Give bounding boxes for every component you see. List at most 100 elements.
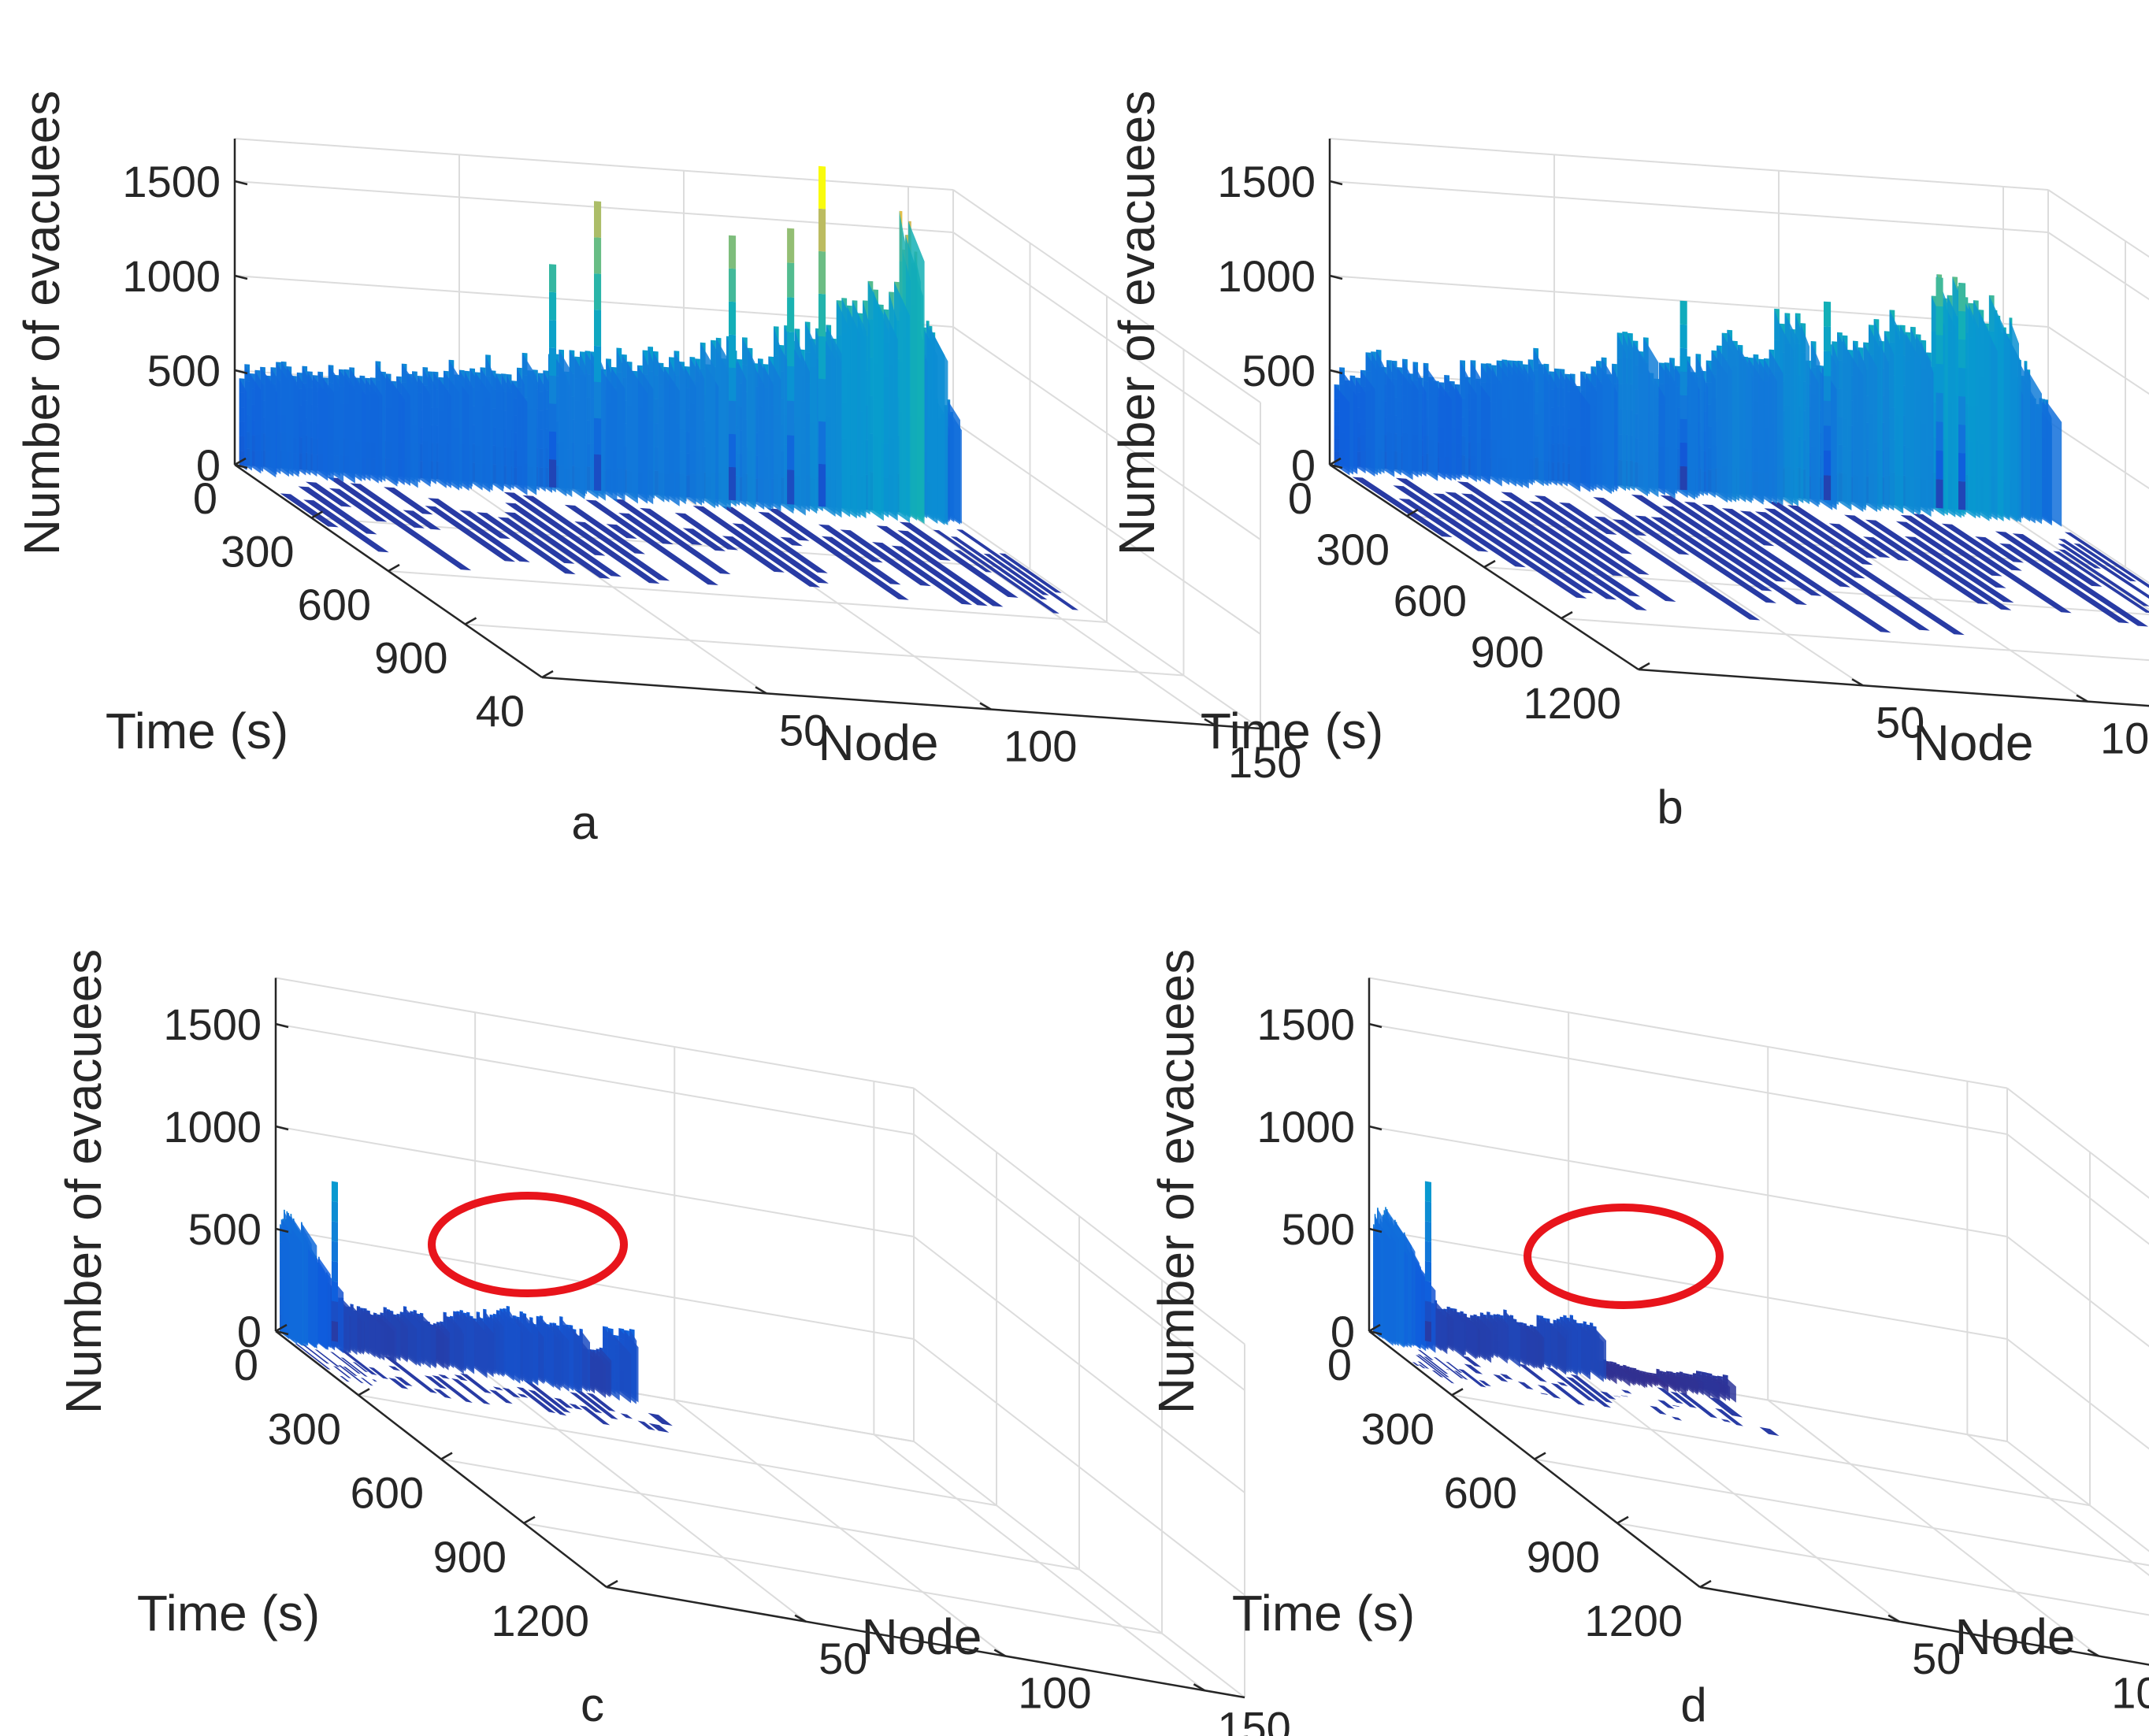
bar-streak	[1895, 521, 2006, 588]
bar-streak	[1995, 531, 2149, 627]
bar-streak	[933, 529, 1060, 614]
bar-spike	[818, 165, 826, 210]
time-tick-label: 1200	[491, 1596, 589, 1645]
bar-streak	[428, 498, 530, 562]
bars-d	[1373, 1181, 1780, 1436]
bar-spike	[331, 1320, 338, 1342]
bar-streak	[1457, 481, 1640, 597]
z-tick-label: 500	[147, 346, 221, 395]
bar-spike	[787, 228, 795, 263]
bar-spike	[1679, 418, 1687, 443]
bar-streak	[300, 1343, 330, 1364]
bar-streak	[327, 477, 472, 571]
bar-streak	[454, 1374, 468, 1382]
time-axis-label: Time (s)	[106, 703, 288, 759]
bar-side	[1653, 1373, 1668, 1393]
annotation-ellipse	[1524, 1204, 1724, 1309]
bar-streak	[1635, 515, 1776, 603]
bar-streak	[569, 1403, 583, 1410]
bars-b	[1334, 274, 2149, 636]
bar-streak	[1904, 536, 2014, 603]
bar-spike	[1679, 300, 1687, 325]
bar-streak	[303, 499, 389, 553]
bar-streak	[1537, 1385, 1561, 1399]
time-tick-label: 40	[476, 686, 525, 736]
bar-spike	[787, 262, 795, 298]
bar-spike	[818, 293, 826, 337]
time-axis-label: Time (s)	[1201, 703, 1383, 759]
bar-spike	[729, 433, 737, 468]
z-axis-label: Number of evacuees	[1148, 949, 1204, 1415]
bar-spike	[818, 336, 826, 380]
bar-side	[280, 1224, 290, 1340]
bar-streak	[384, 487, 433, 515]
time-tick-label: 0	[193, 473, 217, 523]
bar-streak	[459, 510, 510, 540]
panel-label: d	[1680, 1679, 1706, 1731]
node-tick-label: 100	[2111, 1668, 2149, 1718]
bar-side	[1616, 332, 1626, 491]
node-axis-label: Node	[1913, 714, 2034, 771]
bar-spike	[1679, 347, 1687, 373]
bar-streak	[618, 513, 674, 545]
node-tick-label: 100	[2100, 714, 2149, 763]
bar-streak	[328, 488, 388, 522]
bar-streak	[648, 1423, 670, 1433]
z-tick-label: 500	[1242, 346, 1316, 395]
bar-streak	[1768, 501, 1873, 566]
bar-streak	[1446, 1369, 1449, 1371]
bar-side	[1962, 297, 1976, 519]
bar-spike	[818, 250, 826, 295]
bar-streak	[403, 510, 441, 530]
bar-spike	[549, 459, 557, 488]
bar-spike	[818, 421, 826, 465]
bar-streak	[340, 1357, 368, 1377]
panel-label: c	[581, 1679, 604, 1731]
bar-streak	[1570, 1374, 1613, 1404]
bar-streak	[780, 536, 803, 547]
time-tick-label: 600	[298, 580, 371, 629]
bar-streak	[1423, 1356, 1449, 1374]
bar-streak	[1412, 1362, 1420, 1367]
bar-streak	[1534, 495, 1632, 555]
node-tick-label: 50	[1912, 1634, 1961, 1683]
bar-streak	[1657, 1387, 1683, 1404]
bar-streak	[1683, 501, 1891, 633]
bar-side	[1609, 1361, 1622, 1382]
bar-streak	[1787, 505, 1877, 558]
bar-spike	[787, 469, 795, 505]
bar-streak	[1754, 511, 1865, 579]
bar-spike	[729, 466, 737, 501]
time-axis-label: Time (s)	[1232, 1585, 1415, 1641]
bar-streak	[1650, 1405, 1667, 1415]
bar-streak	[758, 511, 810, 541]
bar-spike	[594, 345, 602, 383]
bar-spike	[1824, 301, 1832, 327]
bar-streak	[522, 495, 660, 584]
bar-spike	[549, 375, 557, 404]
bar-streak	[1493, 1374, 1509, 1382]
bar-streak	[1593, 497, 1690, 555]
bar-streak	[1557, 1382, 1568, 1386]
bar-streak	[1461, 493, 1647, 611]
bar-side	[1355, 377, 1366, 474]
bar-streak	[637, 1420, 655, 1430]
bar-streak	[1417, 1349, 1434, 1360]
z-tick-label: 0	[196, 440, 221, 490]
bar-spike	[331, 1241, 338, 1263]
bar-spike	[1958, 424, 1966, 454]
bar-streak	[574, 1389, 618, 1420]
bar-streak	[1721, 508, 1850, 588]
bar-streak	[899, 521, 1019, 598]
bar-streak	[692, 506, 821, 588]
bar-streak	[722, 506, 828, 573]
time-tick-label: 900	[1471, 627, 1544, 677]
bar-side	[1334, 384, 1350, 476]
time-tick-label: 900	[374, 633, 447, 683]
bar-streak	[1631, 494, 1807, 605]
bar-streak	[585, 499, 718, 585]
bar-streak	[1863, 536, 1910, 561]
node-tick-label: 150	[1228, 737, 1301, 787]
